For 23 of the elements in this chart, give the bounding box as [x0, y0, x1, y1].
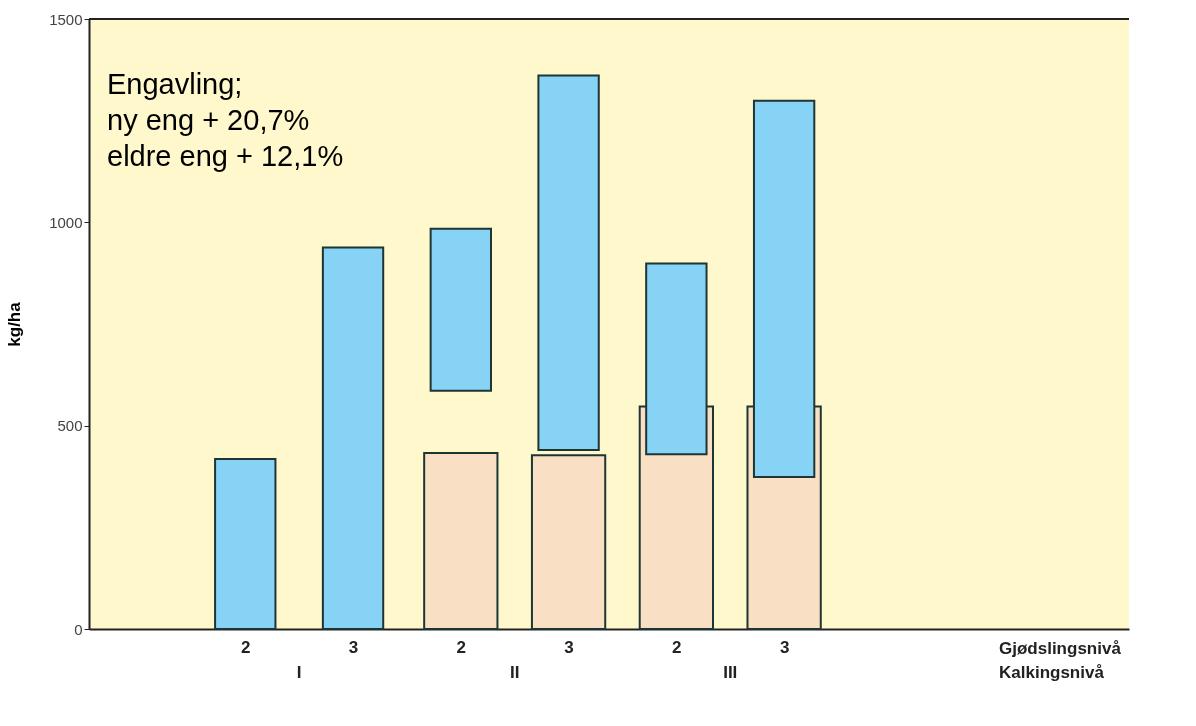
x-tick-label: 2 — [241, 637, 251, 657]
bar — [214, 458, 277, 630]
bar — [321, 246, 385, 630]
y-tick-label: 500 — [57, 417, 83, 435]
y-axis-title: kg/ha — [5, 301, 25, 347]
annotation: Engavling; ny eng + 20,7% eldre eng + 12,1% — [107, 68, 344, 172]
x-tick-label: 2 — [672, 637, 682, 657]
text: Gjødslingsnivå — [999, 639, 1122, 658]
bar — [530, 454, 607, 630]
text: I — [296, 663, 302, 682]
y-tick-label: 1000 — [49, 213, 83, 231]
text: II — [509, 663, 520, 682]
bar — [429, 227, 492, 392]
bar — [537, 74, 600, 452]
y-tick-label: 1500 — [49, 10, 83, 28]
text: III — [723, 663, 738, 682]
y-tick-label: 0 — [74, 620, 83, 638]
x-tick-label: 2 — [456, 637, 467, 657]
x-tick-label: 3 — [348, 637, 359, 657]
bar — [423, 451, 499, 630]
text: Kalkingsnivå — [999, 663, 1105, 682]
x-tick-label: 3 — [564, 637, 574, 657]
x-tick-label: 3 — [779, 637, 790, 657]
